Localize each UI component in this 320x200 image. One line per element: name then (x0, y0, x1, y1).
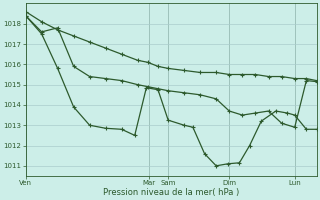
X-axis label: Pression niveau de la mer( hPa ): Pression niveau de la mer( hPa ) (103, 188, 239, 197)
